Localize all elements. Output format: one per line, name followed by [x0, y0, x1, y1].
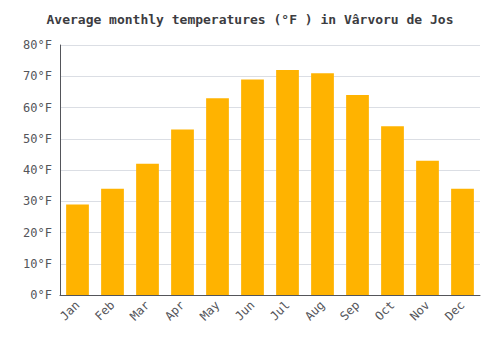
svg-text:0°F: 0°F — [30, 288, 52, 302]
svg-text:Sep: Sep — [337, 298, 362, 323]
svg-text:50°F: 50°F — [23, 132, 52, 146]
svg-text:Feb: Feb — [92, 298, 117, 323]
svg-text:Jul: Jul — [267, 298, 292, 323]
svg-text:40°F: 40°F — [23, 163, 52, 177]
svg-text:60°F: 60°F — [23, 101, 52, 115]
svg-text:30°F: 30°F — [23, 194, 52, 208]
svg-text:Oct: Oct — [372, 298, 397, 323]
svg-text:80°F: 80°F — [23, 38, 52, 52]
svg-text:Mar: Mar — [127, 298, 152, 323]
svg-text:20°F: 20°F — [23, 226, 52, 240]
svg-text:Nov: Nov — [407, 298, 432, 323]
svg-text:10°F: 10°F — [23, 257, 52, 271]
svg-text:Dec: Dec — [442, 298, 467, 323]
svg-text:Jun: Jun — [232, 298, 257, 323]
svg-text:Apr: Apr — [162, 298, 187, 323]
svg-text:70°F: 70°F — [23, 69, 52, 83]
svg-text:May: May — [197, 298, 222, 323]
svg-text:Jan: Jan — [57, 298, 82, 323]
svg-text:Aug: Aug — [302, 298, 327, 323]
svg-text:Average monthly temperatures (: Average monthly temperatures (°F ) in Vâ… — [47, 12, 454, 27]
